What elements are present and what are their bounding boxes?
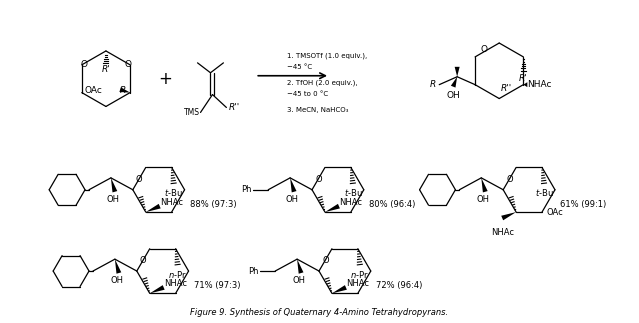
Text: OAc: OAc — [546, 208, 563, 217]
Polygon shape — [150, 285, 165, 293]
Text: $\it{t}$-Bu: $\it{t}$-Bu — [535, 187, 553, 198]
Text: 61% (99:1): 61% (99:1) — [560, 200, 606, 209]
Text: NHAc: NHAc — [346, 279, 369, 288]
Polygon shape — [501, 212, 516, 220]
Polygon shape — [115, 259, 121, 274]
Polygon shape — [119, 87, 130, 93]
Polygon shape — [325, 204, 340, 212]
Text: O: O — [136, 175, 142, 184]
Text: O: O — [140, 256, 146, 266]
Text: −45 °C: −45 °C — [287, 64, 312, 70]
Text: OH: OH — [111, 276, 123, 285]
Text: 3. MeCN, NaHCO₃: 3. MeCN, NaHCO₃ — [287, 108, 348, 113]
Text: 72% (96:4): 72% (96:4) — [376, 281, 422, 290]
Text: O: O — [315, 175, 322, 184]
Text: Figure 9. Synthesis of Quaternary 4-Amino Tetrahydropyrans.: Figure 9. Synthesis of Quaternary 4-Amin… — [190, 307, 448, 317]
Text: R'': R'' — [501, 84, 512, 93]
Text: O: O — [125, 60, 132, 69]
Text: 88% (97:3): 88% (97:3) — [190, 200, 236, 209]
Text: OH: OH — [477, 195, 489, 204]
Text: O: O — [506, 175, 513, 184]
Text: NHAc: NHAc — [339, 198, 362, 207]
Text: $\it{n}$-Pr: $\it{n}$-Pr — [350, 268, 369, 279]
Text: NHAc: NHAc — [527, 80, 552, 89]
Text: O: O — [81, 60, 88, 69]
Text: R: R — [120, 86, 126, 95]
Polygon shape — [297, 259, 304, 274]
Polygon shape — [332, 285, 347, 293]
Text: TMS: TMS — [183, 108, 199, 117]
Polygon shape — [455, 67, 459, 77]
Text: OH: OH — [293, 276, 305, 285]
Text: 1. TMSOTf (1.0 equiv.),: 1. TMSOTf (1.0 equiv.), — [287, 53, 367, 59]
Text: OAc: OAc — [85, 86, 103, 95]
Text: $\it{t}$-Bu: $\it{t}$-Bu — [164, 187, 183, 198]
Text: R': R' — [519, 74, 528, 83]
Text: NHAc: NHAc — [491, 228, 514, 237]
Text: O: O — [481, 46, 488, 55]
Text: R'': R'' — [228, 103, 240, 112]
Text: OH: OH — [446, 91, 460, 99]
Polygon shape — [523, 82, 527, 87]
Text: +: + — [158, 70, 173, 88]
Polygon shape — [481, 178, 488, 193]
Polygon shape — [146, 204, 160, 212]
Text: R': R' — [102, 65, 111, 74]
Polygon shape — [111, 178, 118, 193]
Text: Ph: Ph — [248, 266, 258, 276]
Text: NHAc: NHAc — [164, 279, 187, 288]
Text: $\it{t}$-Bu: $\it{t}$-Bu — [344, 187, 362, 198]
Text: OH: OH — [286, 195, 298, 204]
Text: $\it{n}$-Pr: $\it{n}$-Pr — [168, 268, 187, 279]
Text: R: R — [430, 80, 436, 89]
Text: OH: OH — [107, 195, 119, 204]
Polygon shape — [451, 77, 457, 88]
Text: Ph: Ph — [241, 185, 251, 194]
Text: 71% (97:3): 71% (97:3) — [194, 281, 240, 290]
Text: 80% (96:4): 80% (96:4) — [369, 200, 415, 209]
Text: O: O — [322, 256, 329, 266]
Polygon shape — [290, 178, 296, 193]
Text: NHAc: NHAc — [160, 198, 183, 207]
Text: 2. TfOH (2.0 equiv.),: 2. TfOH (2.0 equiv.), — [287, 79, 358, 86]
Text: −45 to 0 °C: −45 to 0 °C — [287, 90, 328, 97]
